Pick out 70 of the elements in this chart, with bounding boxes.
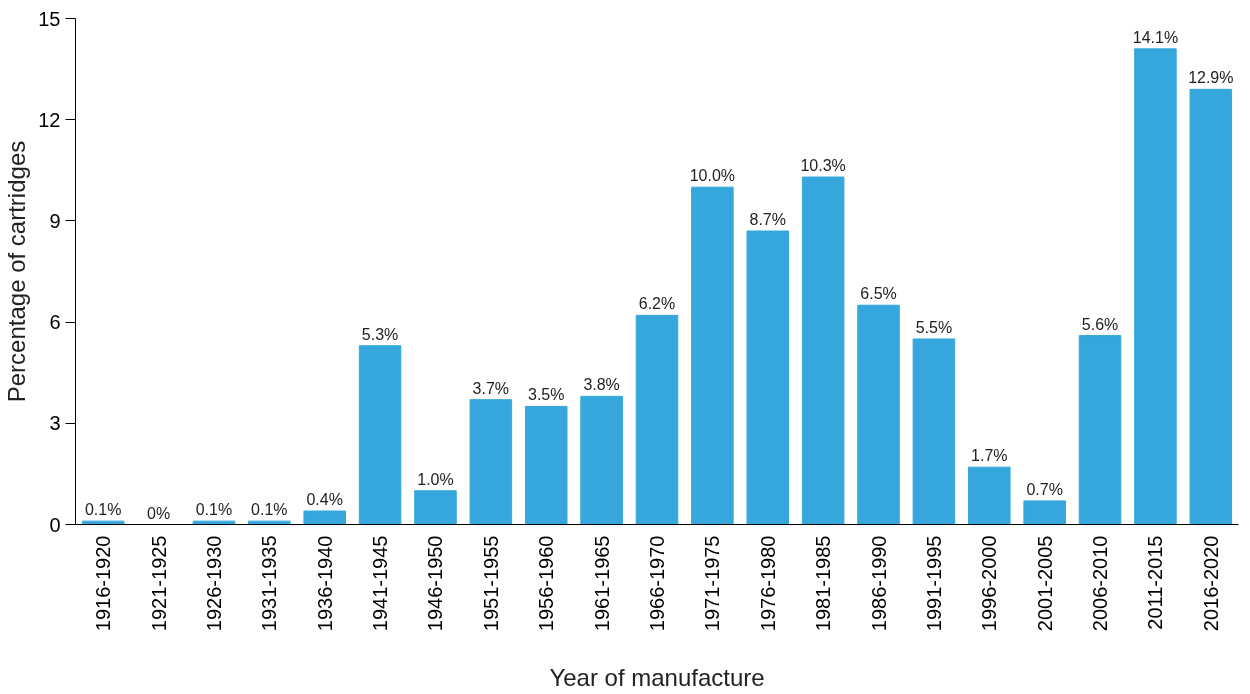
y-tick-label: 15 — [38, 7, 61, 30]
bar — [635, 314, 679, 525]
bar — [303, 510, 346, 525]
x-tick-label: 1976-1980 — [756, 535, 779, 632]
data-label: 3.8% — [583, 376, 620, 394]
bar — [469, 399, 513, 525]
data-label: 1.0% — [417, 470, 454, 488]
bar — [691, 186, 734, 525]
bar — [1023, 500, 1066, 525]
data-label: 0.7% — [1026, 480, 1063, 498]
x-axis-title: Year of manufacture — [549, 664, 765, 692]
x-tick-label: 1941-1945 — [369, 535, 392, 632]
bar — [414, 490, 457, 525]
data-label: 3.5% — [528, 386, 565, 404]
y-tick-label: 0 — [49, 513, 61, 536]
data-label: 0.1% — [251, 501, 288, 519]
x-tick-label: 1961-1965 — [590, 535, 613, 632]
y-tick-label: 9 — [49, 209, 61, 232]
x-tick-label: 2006-2010 — [1089, 535, 1112, 632]
x-tick-label: 1981-1985 — [812, 535, 835, 632]
y-tick-label: 12 — [38, 108, 61, 131]
x-tick-label: 1921-1925 — [147, 535, 170, 632]
x-tick-label: 2001-2005 — [1033, 535, 1056, 632]
bar — [248, 520, 291, 525]
data-label: 10.0% — [689, 167, 736, 185]
x-tick-label: 1956-1960 — [535, 535, 558, 632]
data-label: 0.1% — [84, 501, 122, 519]
bar — [192, 520, 236, 525]
x-tick-label: 1971-1975 — [701, 535, 724, 632]
bar — [801, 176, 845, 525]
data-label: 6.2% — [638, 295, 676, 313]
data-label: 5.5% — [915, 318, 953, 336]
bar — [1078, 335, 1122, 525]
x-tick-label: 1966-1970 — [646, 535, 668, 632]
data-label: 0% — [147, 504, 171, 522]
y-tick-label: 3 — [49, 412, 61, 435]
data-label: 12.9% — [1188, 69, 1234, 87]
x-tick-label: 1946-1950 — [424, 535, 447, 632]
x-tick-label: 2016-2020 — [1199, 535, 1222, 632]
x-tick-label: 1996-2000 — [978, 535, 1001, 632]
x-tick-label: 1986-1990 — [867, 535, 890, 632]
y-axis-title: Percentage of cartridges — [3, 140, 31, 403]
data-label: 5.3% — [361, 325, 399, 343]
data-label: 8.7% — [749, 211, 786, 229]
bar — [968, 466, 1011, 525]
x-tick-label: 1931-1935 — [258, 535, 281, 632]
data-label: 0.4% — [306, 491, 343, 509]
data-label: 14.1% — [1132, 28, 1179, 46]
bar — [580, 395, 623, 525]
bar — [524, 405, 568, 525]
x-tick-label: 1916-1920 — [92, 535, 115, 632]
data-label: 3.7% — [472, 379, 510, 397]
x-tick-label: 2011-2015 — [1144, 535, 1167, 630]
bar — [81, 520, 125, 525]
bar — [857, 304, 900, 525]
bar — [746, 230, 790, 525]
data-label: 6.5% — [860, 285, 897, 303]
bar — [912, 338, 956, 525]
x-tick-label: 1991-1995 — [922, 535, 945, 632]
data-label: 10.3% — [800, 157, 846, 175]
x-tick-label: 1926-1930 — [202, 535, 225, 632]
bar — [358, 345, 402, 525]
data-label: 1.7% — [971, 447, 1008, 465]
data-label: 0.1% — [195, 501, 233, 519]
y-tick-label: 6 — [49, 311, 61, 334]
x-tick-label: 1951-1955 — [479, 535, 502, 632]
bar — [1134, 48, 1177, 525]
data-label: 5.6% — [1081, 315, 1119, 333]
bar — [1189, 88, 1233, 525]
x-tick-label: 1936-1940 — [313, 535, 336, 632]
